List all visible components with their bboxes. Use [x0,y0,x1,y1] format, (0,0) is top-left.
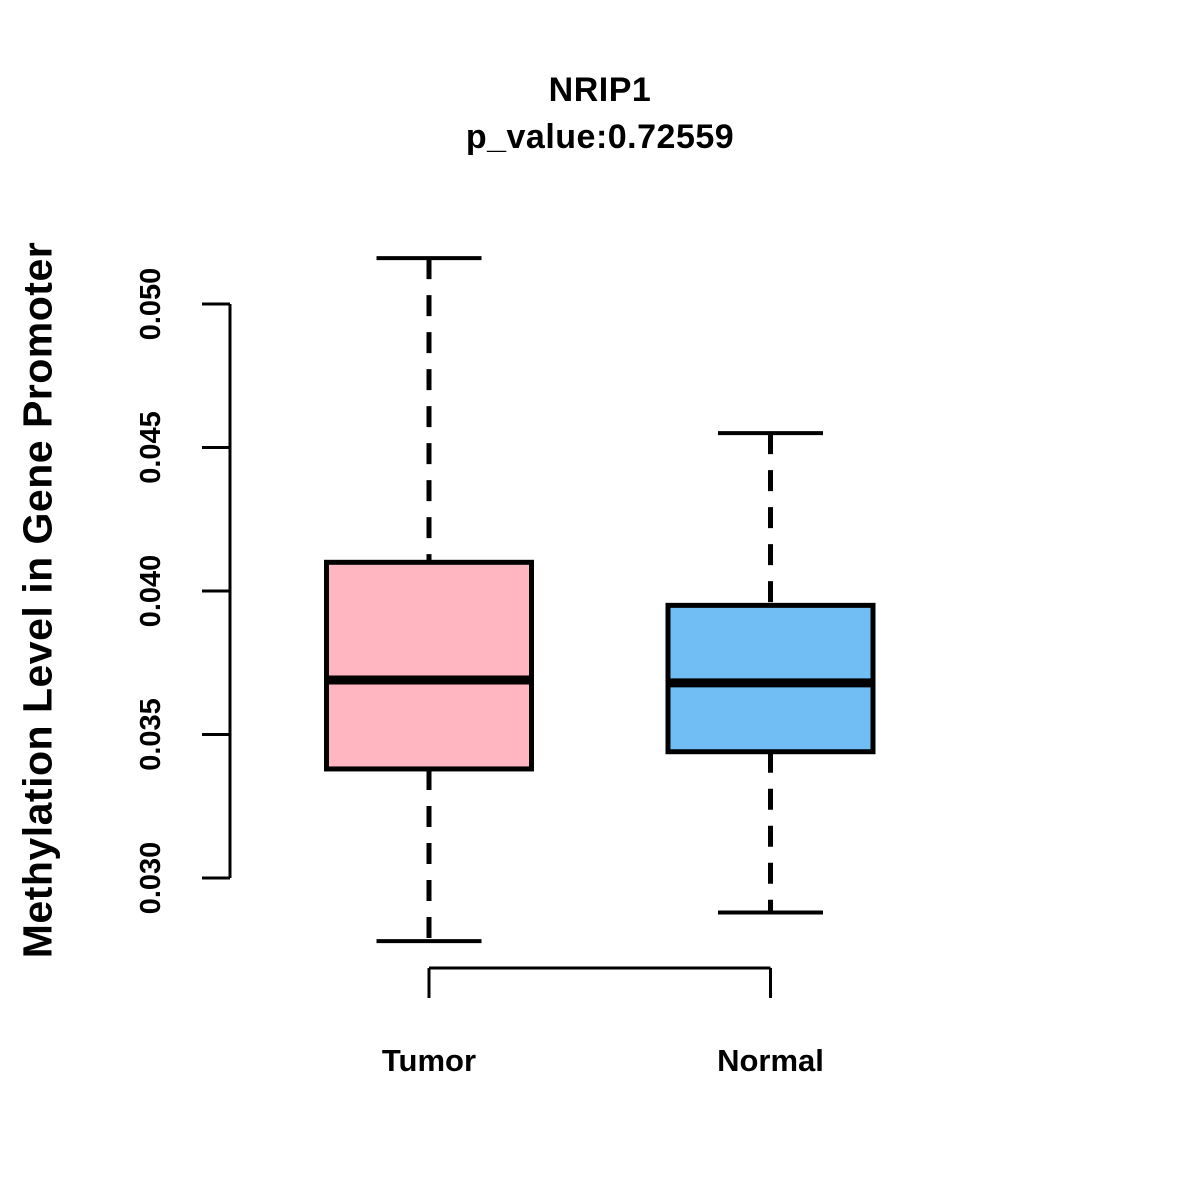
y-tick-label: 0.040 [135,555,167,628]
y-tick-label: 0.030 [135,842,167,915]
category-label-normal: Normal [717,1043,824,1078]
category-label-tumor: Tumor [382,1043,476,1078]
chart-subtitle: p_value:0.72559 [465,118,735,156]
y-tick-label: 0.050 [135,268,167,341]
chart-title: NRIP1 [548,71,652,109]
box-tumor [324,559,534,772]
y-tick-label: 0.035 [135,698,167,771]
y-tick-label: 0.045 [135,411,167,484]
title-block: NRIP1 p_value:0.72559 [0,67,1200,161]
